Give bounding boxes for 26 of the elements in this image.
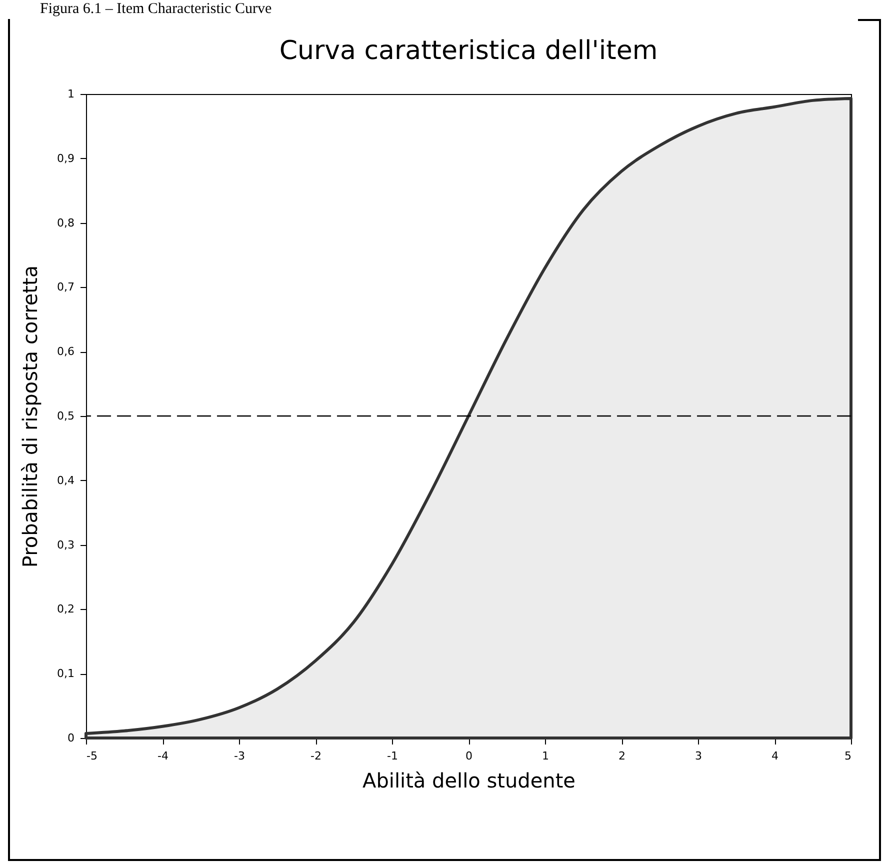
- y-tick-label: 0,1: [57, 667, 74, 680]
- y-tick-label: 0,8: [57, 216, 74, 230]
- x-tick-label: -5: [86, 750, 98, 762]
- text: Figura 6.1 – Item Characteristic Curve: [40, 0, 272, 18]
- y-tick-label: 1: [68, 88, 74, 100]
- x-tick-label: 2: [618, 750, 626, 762]
- y-tick-label: 0,5: [57, 410, 74, 422]
- y-tick-label: 0,6: [57, 345, 74, 358]
- x-axis-title: Abilità dello studente: [362, 768, 576, 792]
- y-axis-title: Probabilità di risposta corretta: [18, 265, 42, 568]
- y-tick-label: 0,9: [57, 152, 74, 165]
- chart-title: Curva caratteristica dell'item: [279, 36, 658, 66]
- x-tick-label: -2: [310, 750, 322, 762]
- x-tick-label: 1: [542, 750, 549, 762]
- y-tick-label: 0,3: [57, 538, 74, 552]
- y-tick-label: 0,4: [57, 474, 74, 487]
- y-tick-label: 0,7: [57, 280, 74, 294]
- x-tick-label: -4: [158, 750, 168, 762]
- y-tick-label: 0,2: [57, 602, 74, 616]
- x-tick-label: -3: [234, 750, 245, 762]
- x-tick-label: 0: [466, 750, 472, 762]
- x-tick-label: 3: [695, 750, 702, 762]
- x-tick-label: 4: [772, 750, 778, 762]
- x-tick-label: -1: [387, 750, 398, 762]
- x-tick-label: 5: [844, 750, 852, 762]
- y-tick-label: 0: [68, 732, 74, 744]
